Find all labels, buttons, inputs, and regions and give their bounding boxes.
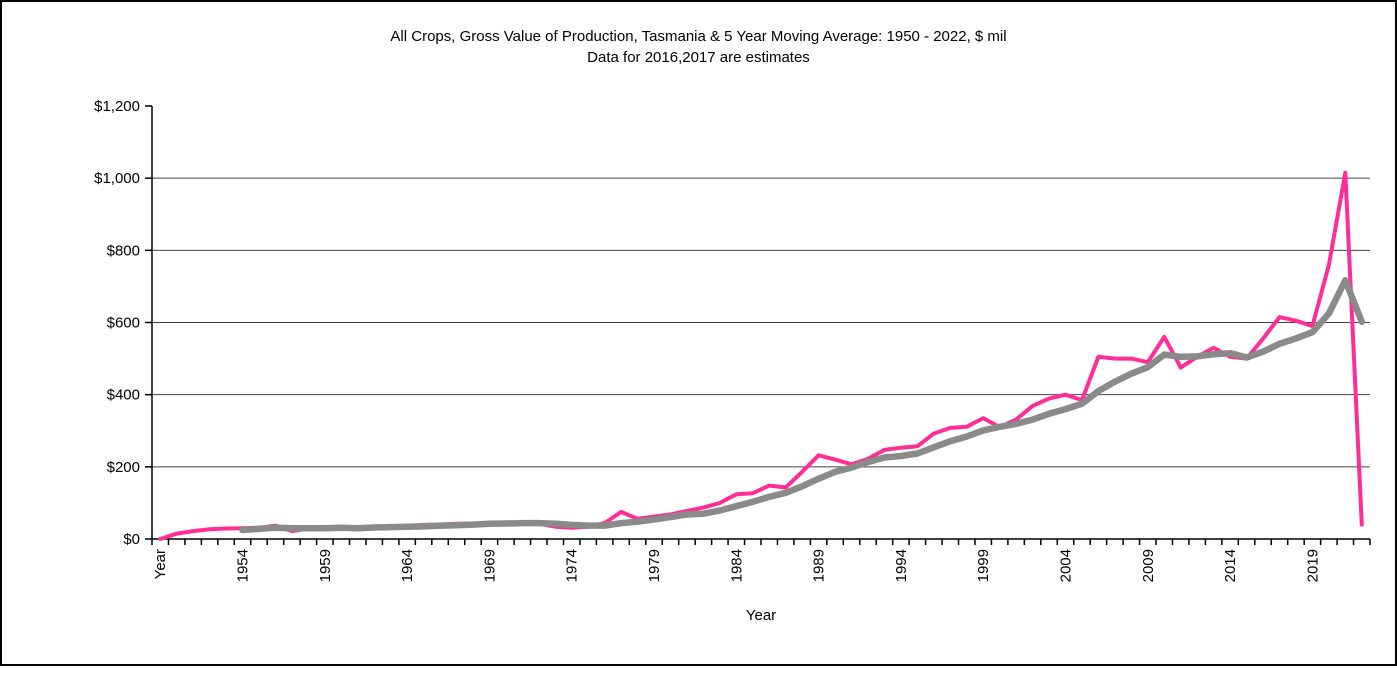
chart-title-block: All Crops, Gross Value of Production, Ta… <box>2 26 1395 68</box>
x-tick-label: 2009 <box>1140 549 1157 582</box>
y-tick-label: $1,200 <box>94 98 140 115</box>
x-tick-label: 1964 <box>399 549 416 582</box>
y-tick-label: $1,000 <box>94 170 140 187</box>
x-tick-label: 1984 <box>728 549 745 582</box>
y-tick-label: $800 <box>107 242 140 259</box>
y-tick-label: $200 <box>107 459 140 476</box>
x-tick-label: 1989 <box>811 549 828 582</box>
x-tick-label: 2004 <box>1058 549 1075 582</box>
x-tick-label: 2014 <box>1222 549 1239 582</box>
x-tick-label: 1959 <box>317 549 334 582</box>
x-axis-title: Year <box>745 607 777 624</box>
x-tick-label: 1969 <box>481 549 498 582</box>
chart-subtitle: Data for 2016,2017 are estimates <box>587 49 810 66</box>
chart-title: All Crops, Gross Value of Production, Ta… <box>390 28 1007 45</box>
y-tick-label: $0 <box>123 531 140 548</box>
x-tick-label: Year <box>152 549 169 579</box>
y-tick-label: $600 <box>107 315 140 332</box>
moving-average-line <box>239 277 1366 534</box>
x-tick-label: 1994 <box>893 549 910 582</box>
x-tick-label: 1974 <box>564 549 581 582</box>
x-tick-label: 1999 <box>975 549 992 582</box>
x-tick-label: 1954 <box>235 549 252 582</box>
x-tick-label: 1979 <box>646 549 663 582</box>
x-tick-label: 2019 <box>1304 549 1321 582</box>
y-tick-label: $400 <box>107 387 140 404</box>
